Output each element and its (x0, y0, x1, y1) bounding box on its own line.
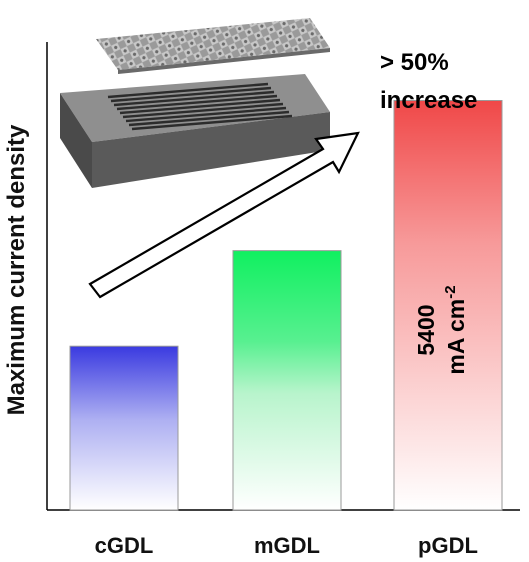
increase-annotation-line1: > 50% (380, 49, 449, 76)
gdl-mesh-edge (118, 48, 330, 74)
x-tick-label-cgdl: cGDL (95, 533, 154, 558)
gdl-stack-illustration (60, 18, 330, 188)
x-tick-label-mgdl: mGDL (254, 533, 320, 558)
pgdl-unit: mA cm-2 (442, 285, 469, 374)
pgdl-value: 5400 (413, 304, 439, 355)
flow-channels (107, 82, 293, 131)
gdl-mesh-sheet (96, 18, 330, 70)
pgdl-data-label: 5400 mA cm-2 (413, 285, 469, 374)
y-axis-label: Maximum current density (3, 124, 30, 415)
flowfield-plate-side (60, 93, 92, 188)
bar-cgdl (69, 345, 179, 511)
bar-mgdl (232, 250, 342, 511)
bar-pgdl (393, 100, 503, 511)
increase-annotation-line2: increase (380, 87, 477, 114)
flowfield-plate-front (92, 112, 330, 188)
bars (69, 100, 503, 511)
x-tick-label-pgdl: pGDL (418, 533, 478, 558)
trend-arrow (88, 131, 360, 299)
